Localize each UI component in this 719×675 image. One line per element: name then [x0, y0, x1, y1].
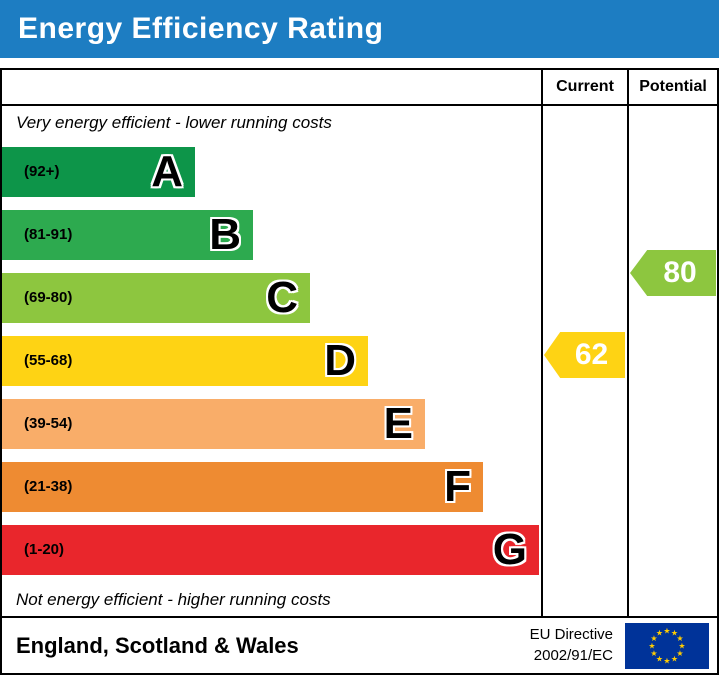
current-rating-value: 62 — [574, 338, 609, 371]
potential-rating-value: 80 — [663, 256, 697, 289]
band-c-bar: (69-80) C — [2, 272, 310, 323]
band-b-range: (81-91) — [24, 226, 73, 243]
svg-text:★: ★ — [656, 654, 663, 663]
svg-text:★: ★ — [648, 641, 655, 650]
svg-text:★: ★ — [676, 649, 683, 658]
svg-text:★: ★ — [663, 656, 670, 665]
band-d-bar: (55-68) D — [2, 335, 368, 386]
svg-text:★: ★ — [676, 634, 683, 643]
band-row-a: (92+) A — [2, 140, 717, 203]
region-label: England, Scotland & Wales — [16, 632, 299, 658]
band-row-d: (55-68) D — [2, 329, 717, 392]
band-c-range: (69-80) — [24, 289, 73, 306]
potential-column-header: Potential — [639, 78, 707, 95]
band-a-bar: (92+) A — [2, 146, 195, 197]
svg-text:★: ★ — [671, 628, 678, 637]
rating-chart: Current Potential Very energy efficient … — [0, 68, 719, 618]
eu-flag-icon: ★ ★ ★ ★ ★ ★ ★ ★ ★ ★ ★ ★ — [625, 622, 709, 669]
band-d-letter: D — [324, 335, 356, 385]
current-rating-arrow: 62 — [544, 332, 625, 378]
band-row-e: (39-54) E — [2, 392, 717, 455]
svg-text:★: ★ — [650, 649, 657, 658]
band-a-range: (92+) — [24, 163, 60, 180]
header-banner: Energy Efficiency Rating — [0, 0, 719, 58]
bottom-caption: Not energy efficient - higher running co… — [16, 590, 331, 609]
band-row-g: (1-20) G — [2, 518, 717, 581]
potential-rating-arrow: 80 — [630, 250, 716, 296]
band-f-bar: (21-38) F — [2, 461, 483, 512]
band-row-f: (21-38) F — [2, 455, 717, 518]
eu-directive-line2: 2002/91/EC — [533, 646, 613, 664]
eu-directive-label: EU Directive 2002/91/EC — [530, 625, 613, 666]
band-a-letter: A — [151, 146, 183, 196]
band-d-range: (55-68) — [24, 352, 73, 369]
band-e-letter: E — [383, 398, 413, 448]
page-title: Energy Efficiency Rating — [18, 12, 384, 45]
band-b-letter: B — [209, 209, 241, 259]
column-header-row: Current Potential — [2, 70, 717, 106]
svg-text:★: ★ — [678, 641, 685, 650]
band-g-letter: G — [492, 524, 527, 574]
band-b-bar: (81-91) B — [2, 209, 253, 260]
potential-column-divider — [627, 70, 629, 616]
top-caption: Very energy efficient - lower running co… — [16, 113, 332, 132]
band-e-range: (39-54) — [24, 415, 73, 432]
band-g-bar: (1-20) G — [2, 524, 539, 575]
footer-bar: England, Scotland & Wales EU Directive 2… — [0, 618, 719, 675]
current-column-divider — [541, 70, 543, 616]
svg-text:★: ★ — [656, 628, 663, 637]
eu-directive-line1: EU Directive — [529, 626, 613, 644]
band-row-b: (81-91) B — [2, 203, 717, 266]
band-g-range: (1-20) — [24, 541, 65, 558]
band-e-bar: (39-54) E — [2, 398, 425, 449]
band-c-letter: C — [266, 272, 298, 322]
current-column-header: Current — [556, 78, 614, 95]
band-f-range: (21-38) — [24, 478, 73, 495]
eu-flag-field — [625, 622, 709, 669]
svg-text:★: ★ — [663, 626, 670, 635]
band-f-letter: F — [444, 461, 471, 511]
svg-text:★: ★ — [671, 654, 678, 663]
band-row-c: (69-80) C — [2, 266, 717, 329]
footer-right-group: EU Directive 2002/91/EC ★ ★ ★ ★ ★ ★ ★ ★ … — [530, 622, 709, 669]
svg-text:★: ★ — [650, 634, 657, 643]
eu-flag-stars: ★ ★ ★ ★ ★ ★ ★ ★ ★ ★ ★ ★ — [648, 626, 685, 665]
